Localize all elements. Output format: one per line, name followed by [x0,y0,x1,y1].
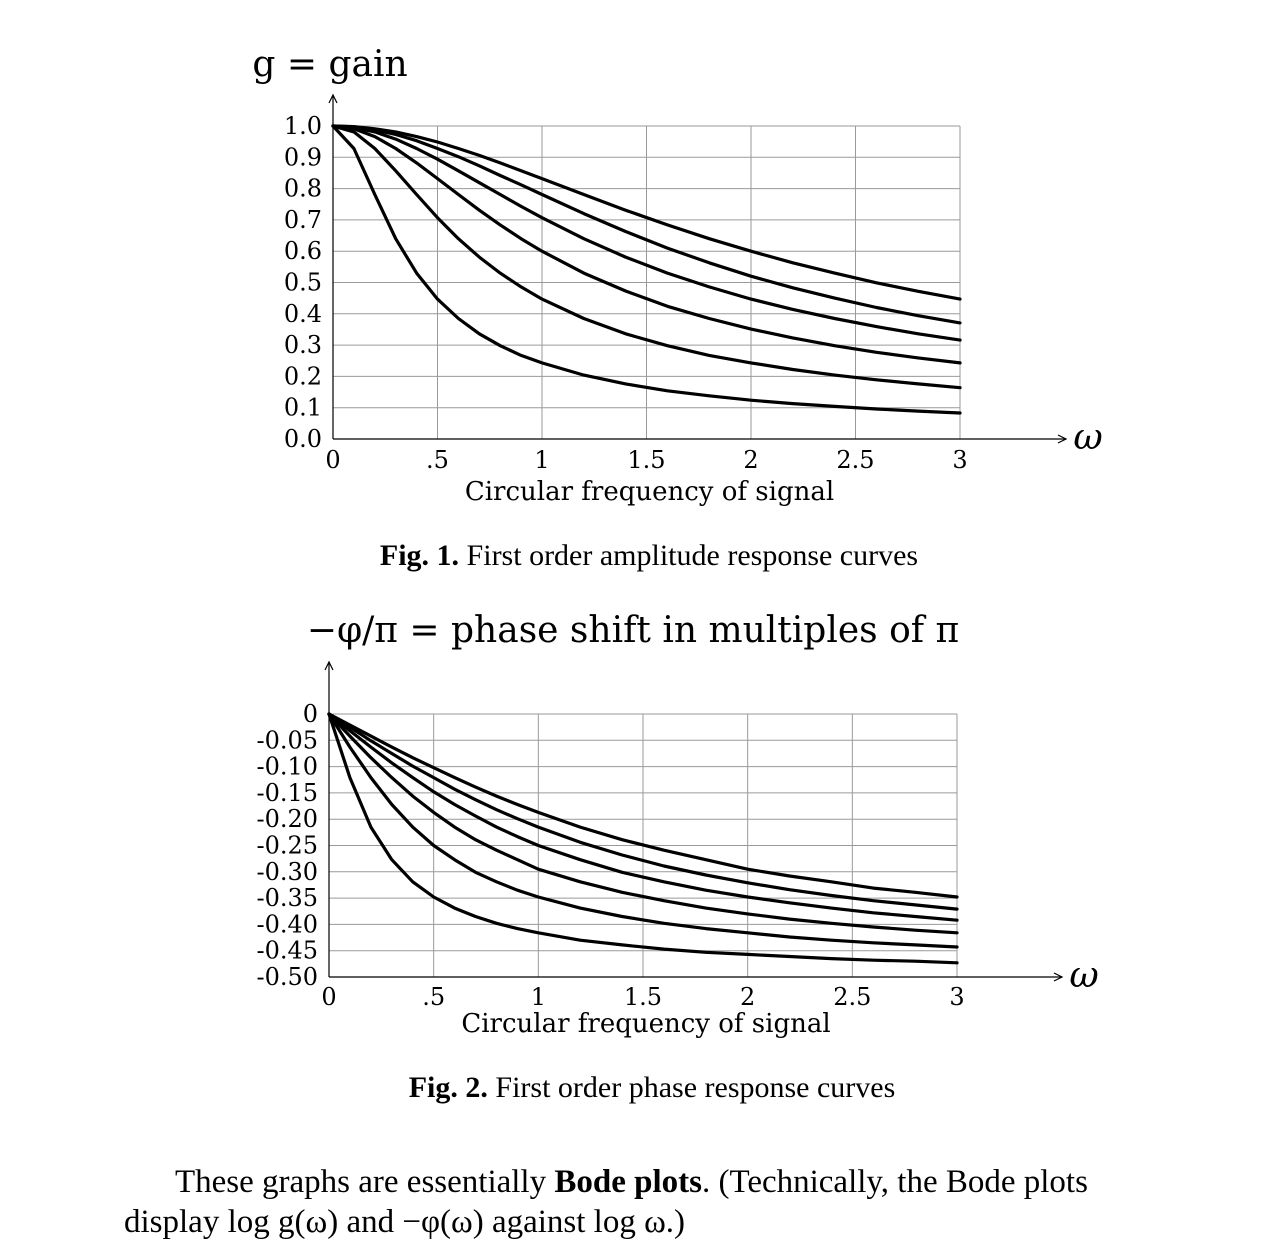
y-tick-label: -0.45 [256,937,318,965]
x-tick-label: 2.5 [833,983,871,1011]
series-line-4 [331,124,962,342]
x-axis-label: Circular frequency of signal [461,1009,830,1039]
paragraph-line-2: display log g(ω) and −φ(ω) against log ω… [124,1204,686,1240]
x-tick-label: 1.5 [627,446,665,474]
y-tick-label: 0.6 [284,237,322,265]
paragraph-text: These graphs are essentially [175,1164,555,1200]
x-axis-label: Circular frequency of signal [465,477,834,507]
y-tick-label: 1.0 [284,112,322,140]
y-tick-label: 0.1 [284,394,322,422]
x-tick-label: 2 [740,983,755,1011]
bode-plots-term: Bode plots [554,1164,702,1200]
y-tick-label: 0.3 [284,331,322,359]
y-tick-label: 0.8 [284,175,322,203]
x-tick-label: 0 [325,446,340,474]
paragraph-text: . (Technically, the Bode plots [701,1164,1088,1200]
x-tick-label: 0 [321,983,336,1011]
series-line-1 [331,124,962,415]
y-tick-label: 0 [303,700,318,728]
y-tick-label: 0.0 [284,425,322,453]
paragraph-line-1: These graphs are essentially Bode plots.… [175,1162,1185,1202]
y-tick-label: 0.2 [284,362,322,390]
figure-caption: Fig. 1. First order amplitude response c… [380,539,918,572]
series-line-3 [327,712,959,935]
series-line-5 [331,124,962,325]
series-line-4 [327,712,959,922]
y-tick-label: -0.05 [256,726,318,754]
figure-caption-text: First order amplitude response curves [459,539,918,572]
y-tick-label: 0.4 [284,300,322,328]
series-line-5 [327,712,959,911]
y-tick-label: -0.20 [256,805,318,833]
x-tick-label: 3 [952,446,967,474]
omega-axis-symbol: ω [1073,417,1102,458]
y-axis-arrow-icon [328,93,338,104]
y-axis-label: g = gain [252,44,407,85]
figure-caption-label: Fig. 2. [409,1071,488,1104]
series-line-2 [327,712,959,949]
x-axis-arrow-icon [1057,434,1068,444]
series-line-1 [327,712,959,965]
series-line-6 [327,712,959,899]
series-line-2 [331,124,962,390]
y-tick-label: -0.30 [256,858,318,886]
x-axis-arrow-icon [1053,972,1064,982]
x-tick-label: .5 [426,446,449,474]
figure-caption-label: Fig. 1. [380,539,459,572]
y-tick-label: -0.40 [256,910,318,938]
x-tick-label: 3 [949,983,964,1011]
y-tick-label: 0.9 [284,143,322,171]
y-axis-arrow-icon [324,660,334,671]
y-tick-label: -0.25 [256,832,318,860]
x-tick-label: 1 [534,446,549,474]
x-tick-label: .5 [422,983,445,1011]
y-tick-label: -0.50 [256,963,318,991]
x-tick-label: 1.5 [624,983,662,1011]
y-tick-label: -0.15 [256,779,318,807]
x-tick-label: 2 [743,446,758,474]
figure-caption-text: First order phase response curves [488,1071,895,1104]
y-tick-label: 0.7 [284,206,322,234]
x-tick-label: 1 [531,983,546,1011]
series-line-6 [331,124,962,301]
figure-caption: Fig. 2. First order phase response curve… [409,1071,896,1104]
y-axis-label: −φ/π = phase shift in multiples of π [307,610,959,651]
omega-axis-symbol: ω [1069,955,1098,996]
x-tick-label: 2.5 [836,446,874,474]
y-tick-label: 0.5 [284,269,322,297]
series-line-3 [331,124,962,365]
y-tick-label: -0.10 [256,753,318,781]
y-tick-label: -0.35 [256,884,318,912]
